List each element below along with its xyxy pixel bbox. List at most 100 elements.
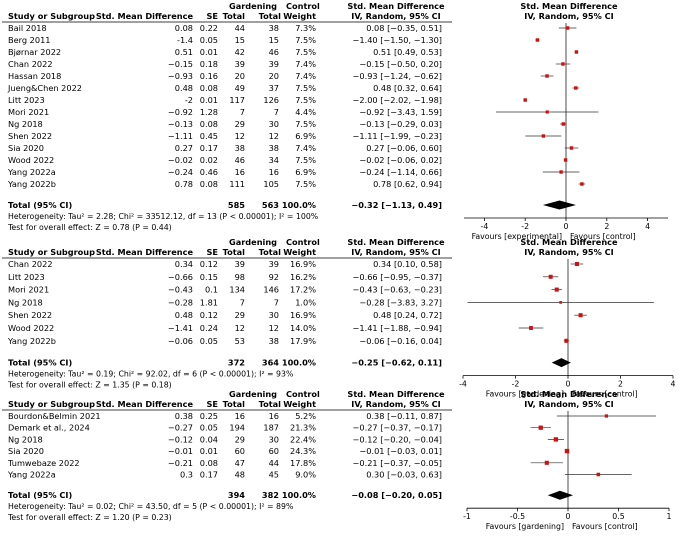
study-name: Hassan 2018 <box>8 71 61 81</box>
header-plot-sub: IV, Random, 95% CI <box>524 11 613 21</box>
study-smd: 0.48 <box>175 310 193 320</box>
forest-plot-1: Gardening Control Std. Mean Difference Std.… <box>2 1 668 241</box>
x-tick-label: -4 <box>459 380 467 389</box>
effect-square <box>548 274 553 279</box>
study-smd: -2 <box>185 95 193 105</box>
study-total-gardening: 47 <box>235 458 245 468</box>
study-total-control: 12 <box>269 131 279 141</box>
heterogeneity-text: Heterogeneity: Tau² = 2.28; Chi² = 33512… <box>8 212 318 221</box>
study-name: Litt 2023 <box>8 272 45 282</box>
study-weight: 16.2% <box>290 272 316 282</box>
study-name: Yang 2022b <box>7 179 56 189</box>
study-weight: 4.4% <box>295 107 316 117</box>
study-total-control: 16 <box>269 411 279 421</box>
study-se: 0.24 <box>200 323 218 333</box>
study-se: 0.08 <box>200 119 218 129</box>
study-smd: 0.27 <box>175 143 193 153</box>
total-gardening: 585 <box>228 200 245 210</box>
effect-square <box>574 261 579 267</box>
study-ci: 0.27 [−0.06, 0.60] <box>366 143 442 153</box>
total-ci: −0.25 [−0.62, 0.11] <box>351 358 442 368</box>
study-total-control: 30 <box>269 310 279 320</box>
total-weight: 100.0% <box>282 490 316 500</box>
study-total-gardening: 39 <box>235 259 245 269</box>
pooled-diamond <box>551 358 571 368</box>
study-weight: 7.3% <box>295 23 316 33</box>
header-ci-sub: IV, Random, 95% CI <box>351 399 440 409</box>
study-total-control: 16 <box>269 167 279 177</box>
study-smd: 0.51 <box>175 47 193 57</box>
forest-plot-2: Gardening Control Std. Mean Difference Std.… <box>2 237 676 399</box>
header-gardening: Gardening <box>229 389 277 399</box>
study-ci: −0.24 [−1.14, 0.66] <box>359 167 442 177</box>
header-smd: Std. Mean Difference <box>96 399 194 409</box>
header-ci-title: Std. Mean Difference <box>347 1 445 11</box>
study-weight: 5.2% <box>295 411 316 421</box>
total-control: 382 <box>262 490 279 500</box>
study-name: Mori 2021 <box>8 285 49 295</box>
x-tick-label: 1 <box>667 512 672 521</box>
favours-left: Favours [gardening] <box>486 522 564 531</box>
study-name: Wood 2022 <box>8 155 54 165</box>
header-study: Study or Subgroup <box>8 11 95 21</box>
heterogeneity-text: Heterogeneity: Tau² = 0.02; Chi² = 43.50… <box>8 502 293 511</box>
study-se: 0.05 <box>200 423 218 433</box>
study-total-gardening: 44 <box>235 23 245 33</box>
study-weight: 16.9% <box>290 310 316 320</box>
study-total-gardening: 194 <box>229 423 245 433</box>
header-weight: Weight <box>283 399 316 409</box>
x-tick-label: 0.5 <box>612 512 624 521</box>
study-smd: −0.13 <box>168 119 193 129</box>
study-weight: 7.4% <box>295 59 316 69</box>
study-smd: 0.34 <box>175 259 193 269</box>
study-se: 1.28 <box>200 107 218 117</box>
study-se: 0.01 <box>200 446 218 456</box>
header-ci-title: Std. Mean Difference <box>347 237 445 247</box>
study-total-gardening: 46 <box>235 155 245 165</box>
study-name: Demark et al., 2024 <box>8 423 90 433</box>
favours-right: Favours [control] <box>572 522 638 531</box>
study-se: 0.08 <box>200 458 218 468</box>
pooled-diamond <box>542 200 576 210</box>
study-total-gardening: 29 <box>235 119 245 129</box>
header-plot-sub: IV, Random, 95% CI <box>524 399 613 409</box>
study-ci: −2.00 [−2.02, −1.98] <box>353 95 442 105</box>
x-tick-label: -1 <box>463 512 471 521</box>
header-plot-title: Std. Mean Difference <box>520 1 618 11</box>
study-total-gardening: 42 <box>235 47 245 57</box>
study-se: 0.1 <box>205 285 218 295</box>
header-total-g: Total <box>223 11 246 21</box>
study-ci: −0.13 [−0.29, 0.03] <box>359 119 442 129</box>
study-total-gardening: 7 <box>240 107 245 117</box>
study-smd: 0.08 <box>175 23 193 33</box>
study-total-control: 30 <box>269 434 279 444</box>
study-ci: −0.12 [−0.20, −0.04] <box>353 434 442 444</box>
study-smd: −0.24 <box>168 167 193 177</box>
header-se: SE <box>207 399 219 409</box>
favours-right: Favours [control] <box>570 232 636 241</box>
header-smd: Std. Mean Difference <box>96 11 194 21</box>
study-name: Litt 2023 <box>8 95 45 105</box>
study-name: Ng 2018 <box>8 434 43 444</box>
study-smd: 0.3 <box>180 470 193 480</box>
effect-square <box>604 414 608 418</box>
effect-square <box>523 98 527 102</box>
study-se: 0.18 <box>200 59 218 69</box>
total-weight: 100.0% <box>282 200 316 210</box>
study-name: Chan 2022 <box>8 59 53 69</box>
pooled-diamond <box>547 490 574 500</box>
study-ci: −0.06 [−0.16, 0.04] <box>359 336 442 346</box>
favours-right: Favours [control] <box>572 390 638 399</box>
study-total-gardening: 60 <box>235 446 245 456</box>
study-total-gardening: 7 <box>240 297 245 307</box>
study-ci: −1.40 [−1.50, −1.30] <box>353 35 442 45</box>
study-total-gardening: 15 <box>235 35 245 45</box>
study-total-gardening: 134 <box>229 285 245 295</box>
effect-square <box>559 170 563 174</box>
study-ci: −1.41 [−1.88, −0.94] <box>353 323 442 333</box>
study-name: Ng 2018 <box>8 119 43 129</box>
header-control: Control <box>286 389 320 399</box>
study-name: Shen 2022 <box>8 131 52 141</box>
study-weight: 7.5% <box>295 83 316 93</box>
